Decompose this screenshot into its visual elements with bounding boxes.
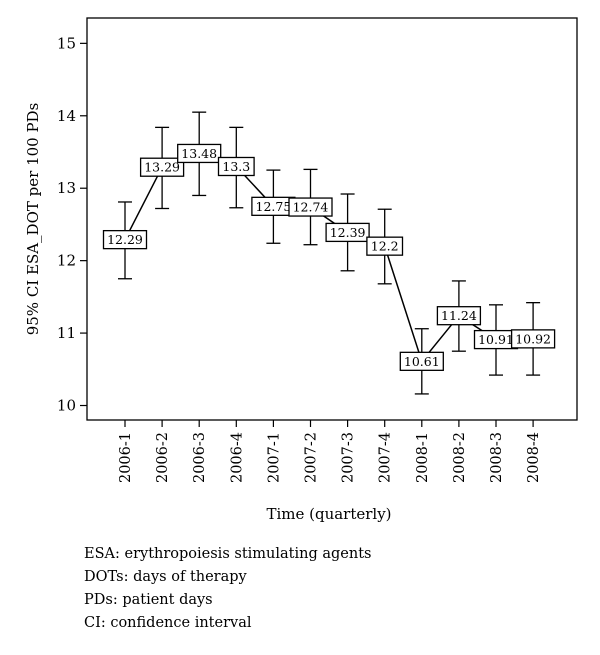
data-label: 11.24 [441,308,477,323]
data-label: 12.29 [107,232,143,247]
x-axis-label: Time (quarterly) [266,505,391,523]
data-point-box [288,197,333,217]
plot-frame [86,17,578,421]
data-point-box [102,229,148,250]
data-point-box [325,222,370,243]
footnote-dots: DOTs: days of therapy [84,569,247,585]
data-point-box [177,143,222,164]
series-line [124,152,534,363]
data-label: 10.61 [404,354,440,369]
data-point-box [399,351,444,371]
y-tick-label: 10 [57,397,76,415]
x-tick-label: 2007-3 [341,432,357,483]
x-tick-label: 2008-1 [415,432,431,483]
data-label: 12.2 [371,239,399,254]
x-tick-label: 2006-3 [192,432,208,483]
data-label: 13.48 [181,146,217,161]
footnote-ci: CI: confidence interval [84,615,252,631]
x-axis: 2006-1 2006-2 2006-3 2006-4 2007-1 2007-2 2007… [118,420,542,483]
data-label: 10.92 [515,331,551,346]
x-tick-label: 2007-2 [304,432,320,483]
x-tick-label: 2008-3 [489,432,505,483]
data-label: 12.75 [256,199,292,214]
data-label: 12.39 [330,225,366,240]
data-point-box [366,236,404,256]
data-point-box [139,157,185,177]
y-tick-label: 13 [57,179,76,197]
x-tick-label: 2007-1 [266,432,282,483]
x-tick-label: 2006-2 [155,432,171,483]
data-label: 12.74 [293,200,329,215]
y-tick-label: 11 [57,324,76,342]
x-tick-label: 2006-1 [118,432,134,483]
y-axis-label: 95% CI ESA_DOT per 100 PDs [24,103,42,336]
footnote-esa: ESA: erythropoiesis stimulating agents [84,546,372,562]
x-tick-label: 2008-2 [452,432,468,483]
footnote-pds: PDs: patient days [84,592,213,608]
x-tick-label: 2006-4 [229,432,245,483]
data-label: 13.3 [222,159,250,174]
x-tick-label: 2008-4 [526,432,542,483]
x-tick-label: 2007-4 [378,432,394,483]
footnotes: ESA: erythropoiesis stimulating agents D… [84,543,371,635]
data-point-box [436,306,482,326]
data-label: 13.29 [144,160,180,175]
data-point-box [510,329,556,349]
data-label: 10.91 [478,332,514,347]
data-point-box [217,156,255,177]
y-tick-label: 14 [57,107,76,125]
y-tick-label: 12 [57,252,76,270]
y-axis: 10 11 12 13 14 15 [57,34,87,415]
y-tick-label: 15 [57,34,76,52]
